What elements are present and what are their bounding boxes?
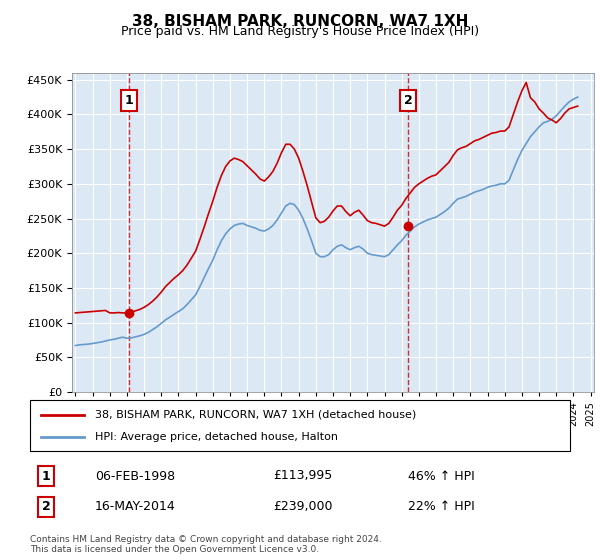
Text: £113,995: £113,995 [273,469,332,483]
Text: 22% ↑ HPI: 22% ↑ HPI [408,500,475,514]
Text: 38, BISHAM PARK, RUNCORN, WA7 1XH: 38, BISHAM PARK, RUNCORN, WA7 1XH [132,14,468,29]
Text: HPI: Average price, detached house, Halton: HPI: Average price, detached house, Halt… [95,432,338,442]
Text: 1: 1 [42,469,50,483]
Text: 16-MAY-2014: 16-MAY-2014 [95,500,176,514]
Text: Contains HM Land Registry data © Crown copyright and database right 2024.
This d: Contains HM Land Registry data © Crown c… [30,535,382,554]
Text: Price paid vs. HM Land Registry's House Price Index (HPI): Price paid vs. HM Land Registry's House … [121,25,479,38]
Text: 38, BISHAM PARK, RUNCORN, WA7 1XH (detached house): 38, BISHAM PARK, RUNCORN, WA7 1XH (detac… [95,409,416,419]
Text: 2: 2 [404,94,412,107]
FancyBboxPatch shape [30,400,570,451]
Text: £239,000: £239,000 [273,500,332,514]
Text: 2: 2 [42,500,50,514]
Text: 46% ↑ HPI: 46% ↑ HPI [408,469,475,483]
Text: 06-FEB-1998: 06-FEB-1998 [95,469,175,483]
Text: 1: 1 [124,94,133,107]
